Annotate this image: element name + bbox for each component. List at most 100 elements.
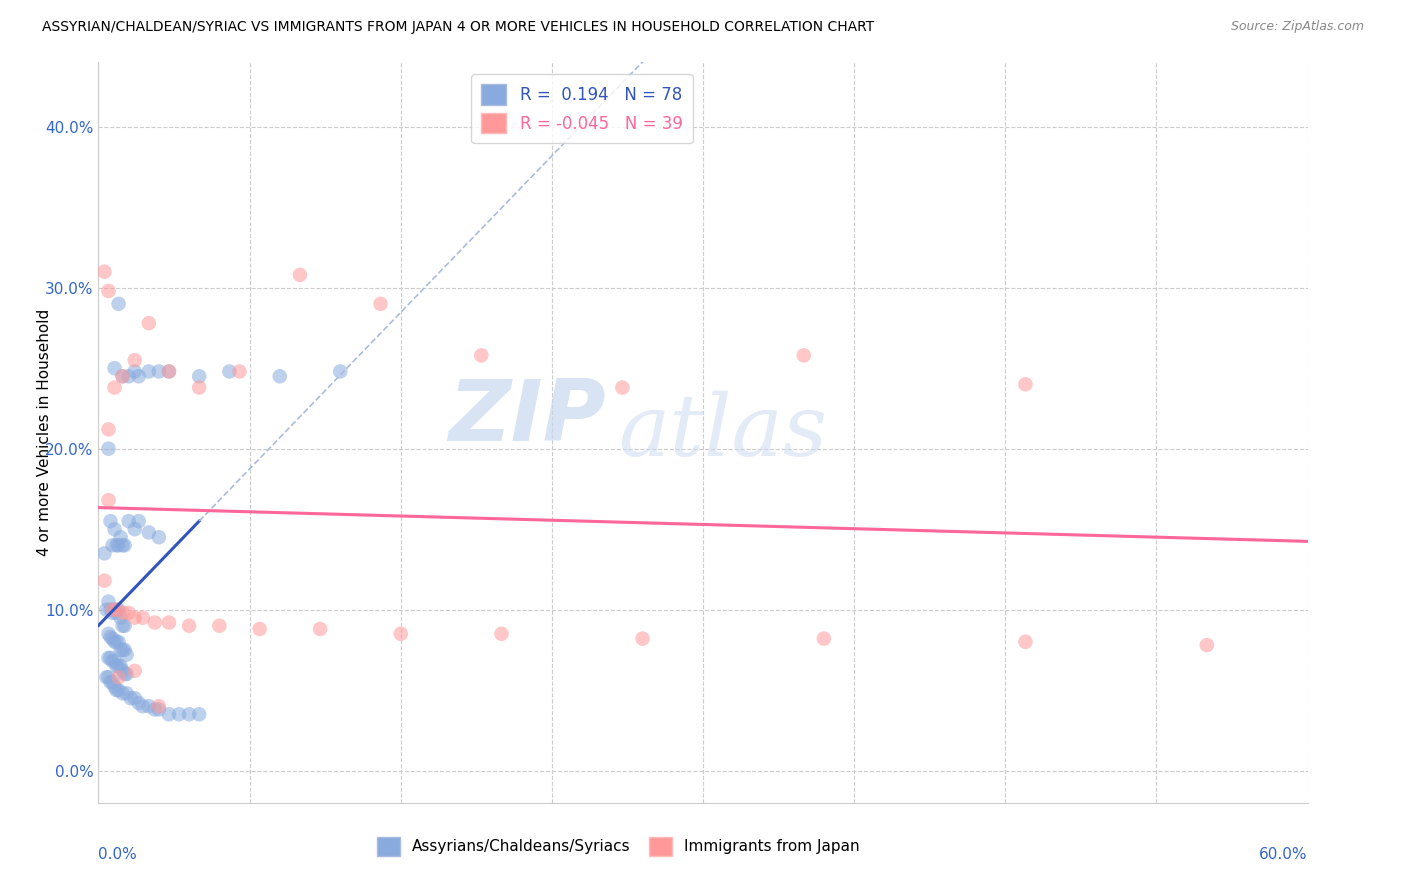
Text: Source: ZipAtlas.com: Source: ZipAtlas.com: [1230, 20, 1364, 33]
Point: [105, 606, 128, 620]
Point: [111, 606, 134, 620]
Point: [138, 364, 160, 378]
Point: [100, 602, 122, 616]
Point: [124, 610, 146, 624]
Point: [107, 659, 129, 673]
Text: ASSYRIAN/CHALDEAN/SYRIAC VS IMMIGRANTS FROM JAPAN 4 OR MORE VEHICLES IN HOUSEHOL: ASSYRIAN/CHALDEAN/SYRIAC VS IMMIGRANTS F…: [42, 20, 875, 34]
Text: 60.0%: 60.0%: [1260, 847, 1308, 863]
Point: [97, 670, 120, 684]
Point: [100, 651, 122, 665]
Point: [167, 707, 190, 722]
Point: [389, 627, 412, 641]
Point: [179, 619, 201, 633]
Point: [118, 369, 141, 384]
Point: [218, 364, 240, 378]
Point: [93, 574, 115, 588]
Legend: Assyrians/Chaldeans/Syriacs, Immigrants from Japan: Assyrians/Chaldeans/Syriacs, Immigrants …: [371, 831, 866, 862]
Point: [132, 610, 155, 624]
Point: [124, 522, 146, 536]
Point: [93, 546, 115, 560]
Point: [118, 606, 141, 620]
Point: [103, 522, 125, 536]
Point: [101, 632, 124, 646]
Point: [157, 364, 180, 378]
Point: [793, 348, 815, 362]
Point: [208, 619, 231, 633]
Point: [107, 683, 129, 698]
Point: [111, 619, 134, 633]
Point: [114, 619, 136, 633]
Point: [111, 643, 134, 657]
Point: [128, 514, 150, 528]
Point: [111, 664, 134, 678]
Point: [631, 632, 654, 646]
Point: [157, 364, 180, 378]
Point: [105, 635, 128, 649]
Point: [148, 699, 170, 714]
Point: [107, 670, 129, 684]
Point: [188, 380, 211, 394]
Text: 0.0%: 0.0%: [98, 847, 138, 863]
Point: [188, 369, 211, 384]
Point: [115, 686, 138, 700]
Point: [101, 602, 124, 616]
Point: [111, 369, 134, 384]
Point: [107, 297, 129, 311]
Point: [228, 364, 250, 378]
Point: [97, 442, 120, 456]
Point: [101, 606, 124, 620]
Point: [148, 702, 170, 716]
Point: [1014, 377, 1036, 392]
Point: [105, 538, 128, 552]
Point: [128, 696, 150, 710]
Text: ZIP: ZIP: [449, 376, 606, 459]
Point: [97, 493, 120, 508]
Point: [103, 680, 125, 694]
Point: [115, 648, 138, 662]
Point: [101, 675, 124, 690]
Point: [100, 675, 122, 690]
Point: [93, 265, 115, 279]
Point: [96, 670, 118, 684]
Point: [110, 530, 132, 544]
Point: [107, 635, 129, 649]
Point: [612, 380, 634, 394]
Point: [132, 699, 155, 714]
Point: [288, 268, 311, 282]
Point: [107, 602, 129, 616]
Point: [188, 707, 211, 722]
Point: [114, 538, 136, 552]
Point: [101, 538, 124, 552]
Point: [110, 643, 132, 657]
Point: [157, 615, 180, 630]
Point: [114, 643, 136, 657]
Point: [329, 364, 352, 378]
Point: [124, 353, 146, 368]
Point: [120, 691, 142, 706]
Point: [96, 602, 118, 616]
Point: [100, 514, 122, 528]
Point: [97, 284, 120, 298]
Point: [1195, 638, 1218, 652]
Point: [138, 525, 160, 540]
Point: [111, 538, 134, 552]
Point: [124, 691, 146, 706]
Point: [370, 297, 392, 311]
Point: [491, 627, 513, 641]
Point: [103, 654, 125, 668]
Point: [138, 699, 160, 714]
Point: [105, 659, 128, 673]
Point: [249, 622, 271, 636]
Point: [105, 602, 128, 616]
Point: [111, 686, 134, 700]
Point: [470, 348, 492, 362]
Point: [97, 651, 120, 665]
Point: [107, 538, 129, 552]
Point: [148, 364, 170, 378]
Point: [103, 602, 125, 616]
Point: [97, 627, 120, 641]
Point: [138, 316, 160, 330]
Point: [143, 615, 166, 630]
Point: [269, 369, 291, 384]
Point: [124, 664, 146, 678]
